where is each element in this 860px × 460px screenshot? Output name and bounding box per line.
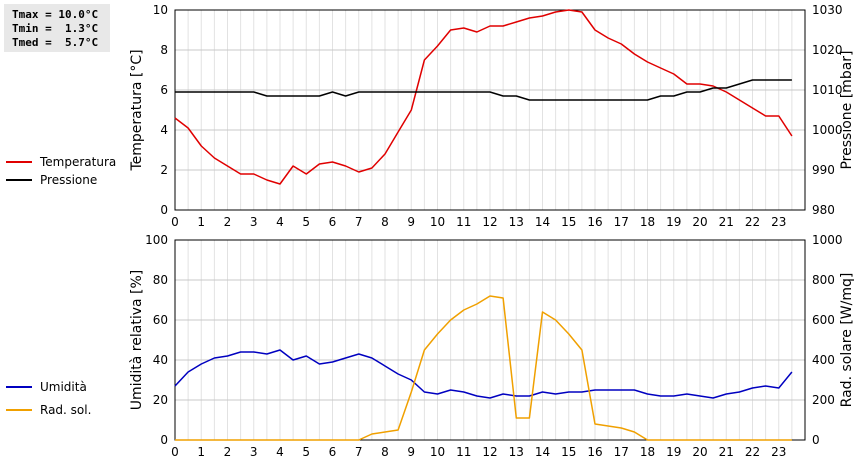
x-tick-label-bottom: 4 [276,445,284,459]
x-tick-label-bottom: 3 [250,445,258,459]
x-tick-label-top: 0 [171,215,179,229]
series-line-umidit [174,349,793,399]
x-tick-label-top: 13 [509,215,524,229]
y-tick-label-top: 10 [153,3,168,17]
y-tick-label-top: 8 [160,43,168,57]
plot-frame-top [174,9,806,211]
x-tick-label-top: 12 [482,215,497,229]
x-tick-label-top: 14 [535,215,550,229]
x-tick-label-bottom: 21 [719,445,734,459]
y2-axis-label-bottom: Rad. solare [W/mq] [839,273,855,408]
stat-tmed: Tmed = 5.7°C [12,36,99,49]
legend-swatch-temperatura [6,161,32,163]
y-tick-label-top: 4 [160,123,168,137]
stat-tmin: Tmin = 1.3°C [12,22,99,35]
x-tick-label-top: 21 [719,215,734,229]
x-tick-label-bottom: 12 [482,445,497,459]
y-axis-label-top: Temperatura [°C] [129,49,145,171]
y2-axis-label-top: Pressione [mbar] [839,50,855,169]
y2-tick-label-bottom: 400 [812,353,835,367]
x-tick-label-bottom: 15 [561,445,576,459]
x-tick-label-top: 9 [407,215,415,229]
x-tick-label-bottom: 7 [355,445,363,459]
y2-tick-label-bottom: 1000 [812,233,843,247]
y-tick-label-bottom: 100 [145,233,168,247]
y2-tick-label-bottom: 0 [812,433,820,447]
y-axis-label-bottom: Umidità relativa [%] [129,270,145,411]
x-tick-label-bottom: 1 [197,445,205,459]
y-tick-label-top: 0 [160,203,168,217]
y2-tick-label-top: 1020 [812,43,843,57]
x-tick-label-bottom: 20 [692,445,707,459]
x-tick-label-top: 11 [456,215,471,229]
y2-tick-label-top: 990 [812,163,835,177]
y-tick-label-bottom: 40 [153,353,168,367]
series-line-rad-sol [175,295,792,441]
plot-frame-bottom [174,239,806,441]
legend-swatch-umidita [6,386,32,388]
y-tick-label-bottom: 60 [153,313,168,327]
y-tick-label-top: 2 [160,163,168,177]
x-tick-label-top: 23 [771,215,786,229]
stat-tmax: Tmax = 10.0°C [12,8,99,21]
x-tick-label-top: 8 [381,215,389,229]
series-line-temperatura [174,9,793,185]
legend-swatch-rad-sol [6,409,32,411]
legend-label-umidita: Umidità [40,380,87,394]
y2-tick-label-bottom: 600 [812,313,835,327]
x-tick-label-top: 20 [692,215,707,229]
x-tick-label-bottom: 9 [407,445,415,459]
x-tick-label-bottom: 17 [614,445,629,459]
x-tick-label-top: 1 [197,215,205,229]
x-tick-label-top: 2 [224,215,232,229]
x-tick-label-top: 5 [302,215,310,229]
y2-tick-label-top: 1010 [812,83,843,97]
legend-label-pressione: Pressione [40,173,98,187]
legend-label-rad-sol: Rad. sol. [40,403,92,417]
x-tick-label-top: 22 [745,215,760,229]
y2-tick-label-bottom: 200 [812,393,835,407]
x-tick-label-bottom: 10 [430,445,445,459]
y2-tick-label-top: 1000 [812,123,843,137]
y-tick-label-bottom: 80 [153,273,168,287]
x-tick-label-top: 6 [329,215,337,229]
x-tick-label-bottom: 5 [302,445,310,459]
x-tick-label-top: 7 [355,215,363,229]
x-tick-label-bottom: 13 [509,445,524,459]
x-tick-label-bottom: 16 [587,445,602,459]
y-tick-label-top: 6 [160,83,168,97]
x-tick-label-top: 18 [640,215,655,229]
y2-tick-label-bottom: 800 [812,273,835,287]
y-tick-label-bottom: 0 [160,433,168,447]
x-tick-label-bottom: 0 [171,445,179,459]
x-tick-label-bottom: 11 [456,445,471,459]
x-tick-label-top: 3 [250,215,258,229]
y2-tick-label-top: 980 [812,203,835,217]
legend-swatch-pressione [6,179,32,181]
x-tick-label-top: 17 [614,215,629,229]
legend-label-temperatura: Temperatura [40,155,117,169]
x-tick-label-bottom: 2 [224,445,232,459]
stats-box: Tmax = 10.0°C Tmin = 1.3°C Tmed = 5.7°C [4,4,110,52]
y2-tick-label-top: 1030 [812,3,843,17]
x-tick-label-top: 15 [561,215,576,229]
y-tick-label-bottom: 20 [153,393,168,407]
x-tick-label-bottom: 23 [771,445,786,459]
x-tick-label-bottom: 6 [329,445,337,459]
x-tick-label-bottom: 22 [745,445,760,459]
x-tick-label-top: 16 [587,215,602,229]
x-tick-label-top: 10 [430,215,445,229]
x-tick-label-top: 4 [276,215,284,229]
x-tick-label-bottom: 8 [381,445,389,459]
x-tick-label-bottom: 14 [535,445,550,459]
x-tick-label-bottom: 19 [666,445,681,459]
x-tick-label-top: 19 [666,215,681,229]
x-tick-label-bottom: 18 [640,445,655,459]
series-line-pressione [175,79,792,101]
